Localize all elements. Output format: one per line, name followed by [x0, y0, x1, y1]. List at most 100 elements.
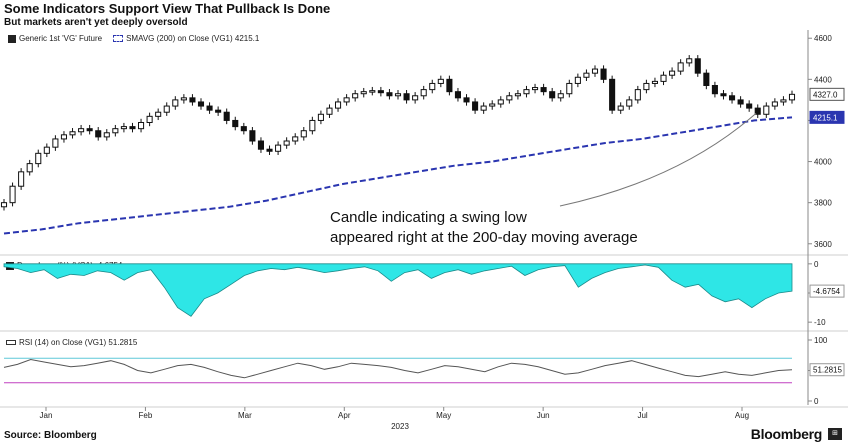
candle-body	[249, 130, 256, 142]
candle-body	[463, 97, 470, 103]
candle-body	[26, 163, 33, 173]
candle-body	[617, 105, 624, 111]
y-tick-label: 0	[814, 260, 819, 269]
candle-body	[240, 126, 247, 132]
candle-body	[360, 91, 367, 95]
brand-logo: Bloomberg	[750, 426, 823, 442]
x-tick-label: Apr	[338, 411, 351, 420]
candle-body	[472, 101, 479, 111]
candle-body	[746, 103, 753, 109]
candle-body	[283, 140, 290, 146]
candle-body	[300, 130, 307, 138]
rsi-value-label-box	[809, 363, 845, 377]
candle-body	[52, 138, 59, 148]
candle-body	[703, 72, 710, 86]
y-tick-label: 4400	[814, 75, 832, 84]
x-tick-label: Feb	[139, 411, 153, 420]
candle-body	[651, 80, 658, 84]
candle-body	[352, 93, 359, 99]
candle-body	[43, 146, 50, 154]
candle-body	[9, 185, 16, 204]
candle-body	[0, 202, 8, 208]
candle-body	[566, 82, 573, 95]
candle-body	[369, 90, 376, 93]
chart-title: Some Indicators Support View That Pullba…	[4, 1, 331, 16]
candle-body	[583, 72, 590, 78]
candle-body	[129, 126, 136, 130]
y-tick-label: 0	[814, 397, 819, 406]
y-tick-label: 4000	[814, 158, 832, 167]
sma-value-label: 4215.1	[813, 113, 838, 122]
candle-body	[737, 99, 744, 105]
chart-axes: 3600380040004200440046000-5-10100500JanF…	[0, 30, 848, 431]
candle-body	[386, 92, 393, 97]
candle-body	[292, 136, 299, 142]
x-tick-label: Mar	[238, 411, 252, 420]
candle-body	[532, 87, 539, 91]
candle-body	[489, 103, 496, 107]
y-tick-label: 100	[814, 336, 828, 345]
sma-legend-label: SMAVG (200) on Close (VG1) 4215.1	[126, 34, 260, 43]
candle-body	[317, 113, 324, 121]
candle-body	[437, 78, 444, 84]
value-labels: 4327.0 4215.1 -4.6754 51.2815	[809, 87, 845, 377]
candle-body	[523, 89, 530, 95]
sma-200-line	[3, 116, 793, 235]
source-note: Source: Bloomberg	[4, 430, 97, 441]
candlestick-series	[0, 55, 796, 211]
candle-body	[95, 130, 102, 138]
candle-body	[35, 152, 42, 165]
drawdown-value-label-box	[809, 284, 845, 298]
candle-body	[257, 140, 264, 150]
x-tick-label: May	[436, 411, 451, 420]
candle-body	[163, 105, 170, 113]
candle-body	[86, 128, 93, 132]
candle-body	[429, 82, 436, 91]
candle-body	[686, 58, 693, 64]
price-value-label: 4327.0	[813, 90, 838, 99]
y-tick-label: 4600	[814, 34, 832, 43]
candle-body	[729, 95, 736, 101]
candle-body	[694, 58, 701, 74]
candle-body	[377, 90, 384, 94]
annotation-text-line-2: appeared right at the 200-day moving ave…	[330, 229, 638, 246]
candle-body	[189, 97, 196, 103]
candle-body	[103, 132, 110, 138]
x-tick-label: Jul	[637, 411, 647, 420]
candle-body	[215, 109, 222, 113]
candle-body	[112, 128, 119, 134]
candle-body	[677, 62, 684, 72]
candle-body	[232, 119, 239, 128]
annotation-arrow	[559, 112, 757, 207]
candle-body	[420, 89, 427, 97]
sma-line	[3, 116, 793, 235]
sma-legend-swatch	[113, 35, 124, 42]
candle-body	[480, 105, 487, 111]
candle-body	[626, 99, 633, 107]
candle-body	[223, 111, 230, 121]
candle-body	[454, 91, 461, 99]
candle-body	[275, 144, 282, 152]
drawdown-area	[3, 263, 793, 317]
candle-body	[266, 148, 273, 152]
brand-icon: ⊞	[828, 428, 842, 440]
price-legend: Generic 1st 'VG' Future SMAVG (200) on C…	[8, 34, 259, 43]
price-value-label-box	[809, 87, 845, 101]
rsi-legend-swatch	[6, 340, 16, 345]
candle-body	[394, 93, 402, 97]
rsi-line	[3, 358, 793, 379]
candle-body	[788, 93, 796, 101]
price-legend-label: Generic 1st 'VG' Future	[19, 34, 103, 43]
candle-body	[146, 115, 153, 124]
rsi-legend: RSI (14) on Close (VG1) 51.2815	[6, 338, 137, 347]
candle-body	[446, 78, 453, 93]
candle-body	[120, 126, 127, 130]
candle-body	[343, 97, 350, 103]
candle-body	[574, 76, 581, 84]
candle-body	[155, 111, 162, 117]
candle-body	[60, 134, 67, 140]
candle-body	[643, 82, 650, 91]
candle-body	[78, 128, 85, 133]
drawdown-value-label: -4.6754	[813, 287, 841, 296]
candle-body	[763, 105, 770, 115]
